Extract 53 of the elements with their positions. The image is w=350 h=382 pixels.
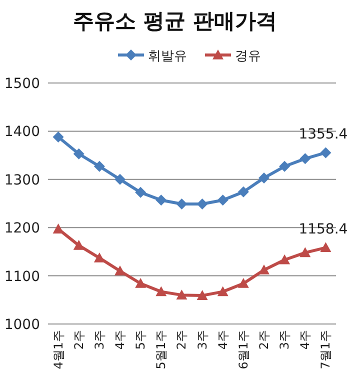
point	[300, 153, 311, 164]
point	[258, 264, 270, 274]
x-tick-label: 7월1주	[318, 330, 333, 370]
point	[217, 194, 228, 206]
x-tick-label: 5주	[134, 330, 148, 350]
y-tick-label: 1200	[4, 220, 40, 237]
legend-label: 휘발유	[148, 49, 187, 64]
legend-label: 경유	[235, 49, 261, 64]
point	[94, 252, 105, 262]
point	[320, 147, 332, 158]
data-label: 1355.4	[298, 126, 348, 143]
point	[320, 242, 332, 252]
point	[238, 186, 249, 198]
x-tick-label: 3주	[195, 330, 210, 350]
data-label: 1158.4	[298, 222, 348, 238]
point	[94, 160, 105, 172]
chart-title: 주유소 평균 판매가격	[73, 9, 277, 33]
point	[52, 224, 64, 234]
point	[279, 160, 290, 172]
x-tick-label: 3주	[92, 330, 106, 350]
y-tick-label: 1100	[4, 268, 40, 285]
x-tick-label: 4주	[216, 330, 230, 350]
y-tick-label: 1400	[4, 124, 40, 140]
point	[238, 278, 249, 288]
y-tick-label: 1300	[4, 172, 40, 188]
point	[258, 172, 270, 184]
x-tick-label: 4주	[298, 330, 312, 350]
x-tick-label: 4월1주	[51, 330, 66, 370]
y-tick-label: 1500	[4, 76, 40, 92]
point	[114, 174, 126, 185]
x-tick-label: 2주	[257, 330, 271, 350]
point	[196, 198, 208, 210]
point	[73, 148, 84, 160]
x-tick-label: 4주	[113, 330, 127, 350]
point	[217, 286, 228, 296]
point	[176, 198, 188, 210]
point	[114, 265, 126, 276]
point	[73, 240, 84, 250]
point	[135, 278, 146, 288]
point	[52, 131, 64, 142]
point	[135, 186, 146, 198]
point	[196, 290, 208, 300]
point	[156, 286, 167, 296]
x-tick-label: 2주	[174, 330, 189, 350]
x-tick-label: 5월1주	[154, 330, 168, 370]
point	[279, 254, 290, 264]
x-tick-label: 3주	[278, 330, 292, 350]
x-tick-label: 2주	[72, 330, 86, 350]
point	[176, 290, 188, 300]
point	[156, 194, 167, 206]
point	[300, 247, 311, 258]
x-tick-label: 6월1주	[236, 330, 250, 370]
y-tick-label: 1000	[4, 317, 40, 333]
